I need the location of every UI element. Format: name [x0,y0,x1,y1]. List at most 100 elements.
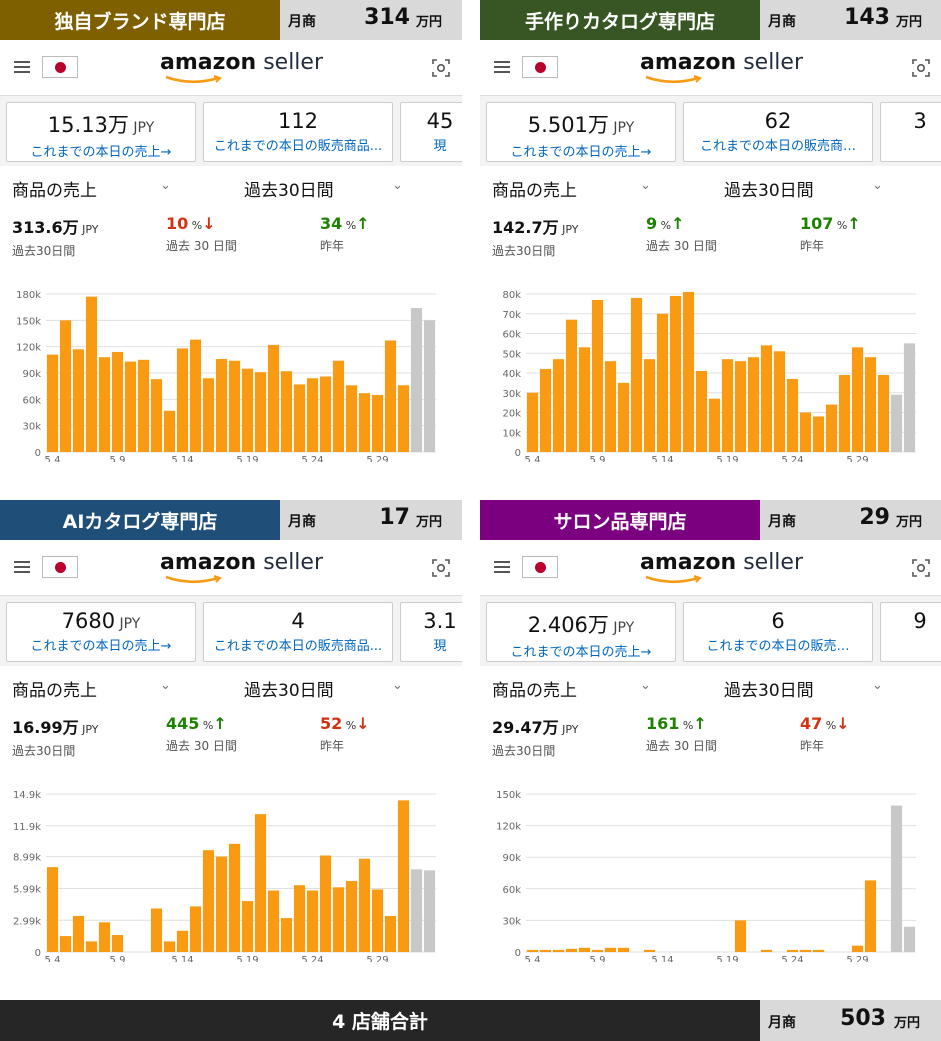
camera-scan-icon[interactable] [912,559,930,577]
card-link[interactable]: これまでの本日の売上→ [30,145,172,160]
bar [539,369,552,452]
period-select[interactable]: 過去30日間 [244,681,334,701]
bar [539,949,552,952]
x-tick-label: 5 4 [525,455,541,462]
metric-select[interactable]: 商品の売上 [12,681,97,701]
japan-flag-icon[interactable] [42,56,78,78]
chevron-down-icon[interactable]: ⌄ [160,178,171,193]
summary-card[interactable]: 7680 JPY これまでの本日の売上→ [6,602,196,662]
amazon-seller-logo: amazon seller [640,548,803,588]
sales-bar-chart: 0 10k 20k 30k 40k 50k 60k 70k 80k 5 4 5 9 5 14 5 19 5… [502,290,916,462]
x-tick-label: 5 24 [301,955,323,962]
card-value: 2.406万 [527,613,609,637]
bar [72,349,85,452]
y-tick-label: 120k [16,343,41,354]
bar [98,357,111,452]
bar [591,299,604,452]
chevron-down-icon[interactable]: ⌄ [872,178,883,193]
summary-card[interactable]: 15.13万 JPY これまでの本日の売上→ [6,102,196,162]
summary-card[interactable]: 3.1 現 [400,602,462,662]
x-tick-label: 5 29 [846,455,868,462]
menu-icon[interactable] [494,561,510,573]
card-link[interactable]: これまでの本日の販売商… [699,139,856,154]
kpi: 9 %↑ 過去 30 日間 [646,214,717,254]
menu-icon[interactable] [14,61,30,73]
metric-select[interactable]: 商品の売上 [12,181,97,201]
japan-flag-icon[interactable] [42,556,78,578]
summary-card[interactable]: 62 これまでの本日の販売商… [683,102,873,162]
bar [864,880,877,952]
summary-card[interactable]: 9 [880,602,941,662]
summary-card[interactable]: 3 [880,102,941,162]
store-name: AIカタログ専門店 [0,500,280,540]
bar [46,867,59,952]
bar [202,850,215,952]
bar [345,385,358,452]
card-link[interactable]: 現 [433,139,447,154]
bar [150,908,163,952]
bar [241,368,254,452]
card-link[interactable]: これまでの本日の販売商品... [213,139,383,154]
camera-scan-icon[interactable] [432,59,450,77]
camera-scan-icon[interactable] [432,559,450,577]
card-link[interactable]: これまでの本日の売上→ [510,645,652,660]
monthly-box: 月商 29 万円 [760,500,941,540]
menu-icon[interactable] [494,61,510,73]
kpi-unit: JPY [78,723,99,736]
bar-future [410,308,423,452]
bar [708,398,721,452]
y-tick-label: 2.99k [13,916,41,927]
card-link[interactable]: これまでの本日の販売商品... [213,639,383,654]
bar [345,880,358,952]
summary-card[interactable]: 45 現 [400,102,462,162]
chevron-down-icon[interactable]: ⌄ [640,678,651,693]
kpi-row: 16.99万 JPY 過去30日間 445 %↑ 過去 30 日間 52 %↓ 昨年 [0,714,462,764]
bar [332,360,345,452]
bar [228,360,241,452]
summary-card[interactable]: 2.406万 JPY これまでの本日の売上→ [486,602,676,662]
kpi: 142.7万 JPY 過去30日間 [492,214,578,259]
card-unit: JPY [608,120,635,136]
kpi-label: 過去 30 日間 [646,239,717,253]
bar [812,949,825,952]
chevron-down-icon[interactable]: ⌄ [160,678,171,693]
store-name: 独自ブランド専門店 [0,0,280,40]
card-link[interactable]: これまでの本日の売上→ [30,639,172,654]
menu-icon[interactable] [14,561,30,573]
chevron-down-icon[interactable]: ⌄ [640,178,651,193]
chevron-down-icon[interactable]: ⌄ [392,178,403,193]
summary-card[interactable]: 4 これまでの本日の販売商品... [203,602,393,662]
summary-card[interactable]: 5.501万 JPY これまでの本日の売上→ [486,102,676,162]
kpi-value: 9 [646,214,658,233]
y-tick-label: 150k [496,790,521,801]
chevron-down-icon[interactable]: ⌄ [392,678,403,693]
metric-select[interactable]: 商品の売上 [492,181,577,201]
kpi: 445 %↑ 過去 30 日間 [166,714,237,754]
japan-flag-icon[interactable] [522,56,558,78]
kpi-arrow-icon: ↑ [213,714,227,733]
card-value: 3.1 [423,609,457,633]
metric-select[interactable]: 商品の売上 [492,681,577,701]
period-select[interactable]: 過去30日間 [244,181,334,201]
camera-scan-icon[interactable] [912,59,930,77]
card-link[interactable]: これまでの本日の売上→ [510,145,652,160]
period-select[interactable]: 過去30日間 [724,181,814,201]
bar [111,351,124,452]
summary-card[interactable]: 6 これまでの本日の販売… [683,602,873,662]
chevron-down-icon[interactable]: ⌄ [872,678,883,693]
card-link[interactable]: 現 [433,639,447,654]
store-panel: サロン品専門店 月商 29 万円 amazon seller 2.406万 JPY これまで… [480,500,941,962]
card-link[interactable]: これまでの本日の販売… [706,639,850,654]
selector-row: 商品の売上 ⌄ 過去30日間 ⌄ [480,176,941,204]
bar [565,948,578,952]
bar-future [423,870,436,952]
kpi-label: 昨年 [320,239,345,253]
bar [799,412,812,452]
y-tick-label: 70k [502,310,521,321]
summary-card[interactable]: 112 これまでの本日の販売商品... [203,102,393,162]
period-select[interactable]: 過去30日間 [724,681,814,701]
bar [46,354,59,452]
japan-flag-icon[interactable] [522,556,558,578]
bar [111,935,124,952]
kpi-row: 29.47万 JPY 過去30日間 161 %↑ 過去 30 日間 47 %↓ 昨年 [480,714,941,764]
